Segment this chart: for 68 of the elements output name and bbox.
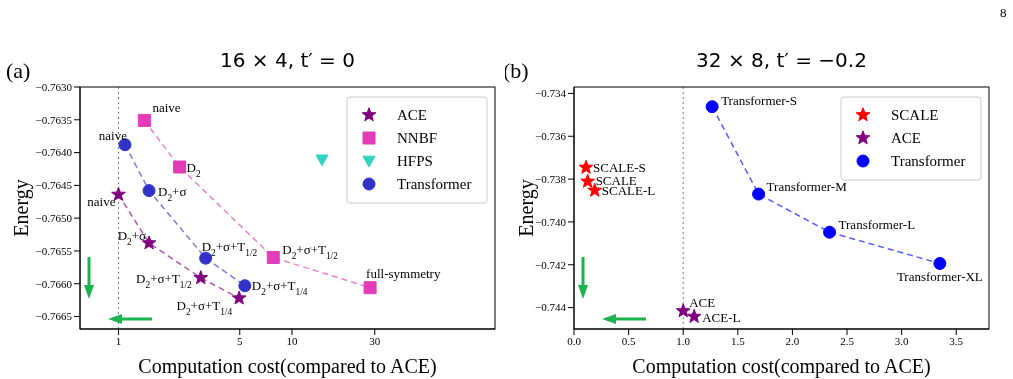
- annotation: naive: [152, 100, 181, 116]
- x-tick-label: 5: [237, 334, 243, 347]
- x-tick-label: 1.0: [676, 334, 691, 347]
- y-tick-label: −0.7650: [35, 212, 73, 225]
- point: [823, 225, 837, 239]
- annotation: SCALE-S: [593, 159, 646, 175]
- x-axis-title: Computation cost(compared to ACE): [138, 355, 437, 378]
- annotation: naive: [87, 193, 116, 209]
- annotation: Transformer-S: [721, 92, 797, 108]
- annotation: D$_{2}$+σ+T$_{1/2}$: [201, 239, 258, 259]
- x-tick-label: 2.5: [840, 334, 855, 347]
- y-tick-label: −0.7630: [35, 80, 73, 93]
- point: [705, 100, 719, 114]
- chart-title: 32 × 8, t′ = −0.2: [696, 48, 867, 72]
- text: (a): [6, 58, 31, 83]
- x-tick-label: 30: [369, 334, 381, 347]
- y-tick-label: −0.742: [535, 258, 566, 271]
- annotation: ACE-L: [702, 309, 741, 325]
- x-tick-label: 2.0: [785, 334, 800, 347]
- x-axis-title: Computation cost(compared to ACE): [632, 355, 931, 378]
- y-tick-label: −0.744: [535, 301, 567, 314]
- annotation: Transformer-L: [838, 217, 916, 233]
- annotation: Transformer-M: [766, 179, 848, 195]
- x-tick-label: 1: [115, 334, 122, 347]
- x-tick-label: 0.0: [567, 334, 582, 347]
- legend-label: SCALE: [891, 107, 939, 123]
- x-tick-label: 1.5: [730, 334, 746, 347]
- annotation: D$_{2}$: [186, 160, 201, 180]
- y-tick-label: −0.740: [535, 215, 567, 228]
- point: [933, 256, 947, 270]
- y-tick-label: −0.736: [535, 130, 567, 143]
- annotation: Transformer-XL: [896, 269, 983, 285]
- annotation: D$_{2}$+σ+T$_{1/2}$: [282, 241, 339, 261]
- legend-label: HFPS: [397, 153, 433, 169]
- y-axis-title: Energy: [10, 179, 33, 237]
- annotation: D$_{2}$+σ+T$_{1/4}$: [176, 298, 233, 318]
- annotation: D$_{2}$+σ: [158, 183, 187, 203]
- text: 8: [1000, 5, 1007, 20]
- y-tick-label: −0.7660: [35, 277, 73, 290]
- y-tick-label: −0.7635: [35, 113, 73, 126]
- y-tick-label: −0.7665: [35, 310, 73, 323]
- x-tick-label: 3.0: [894, 334, 910, 347]
- x-tick-label: 10: [286, 334, 298, 347]
- legend-label: Transformer: [891, 153, 966, 169]
- legend-label: ACE: [397, 107, 427, 123]
- x-tick-label: 0.5: [621, 334, 636, 347]
- point: [686, 308, 702, 323]
- y-axis-title: Energy: [515, 179, 538, 237]
- annotation: D$_{2}$+σ+T$_{1/2}$: [136, 270, 193, 290]
- annotation: D$_{2}$+σ: [117, 228, 147, 248]
- y-tick-label: −0.734: [535, 87, 567, 100]
- point: [752, 187, 766, 201]
- point: [580, 173, 595, 188]
- y-tick-label: −0.7655: [35, 244, 73, 257]
- annotation: ACE: [689, 295, 716, 311]
- x-tick-label: 3.5: [949, 334, 964, 347]
- point: [675, 303, 691, 318]
- y-tick-label: −0.7640: [35, 146, 73, 159]
- annotation: full-symmetry: [366, 265, 441, 281]
- annotation: D$_{2}$+σ+T$_{1/4}$: [251, 277, 308, 297]
- point: [578, 159, 594, 174]
- y-tick-label: −0.7645: [35, 179, 73, 192]
- legend-label: ACE: [891, 130, 921, 146]
- annotation: naive: [98, 127, 128, 143]
- legend-label: Transformer: [397, 176, 472, 192]
- chart-title: 16 × 4, t′ = 0: [220, 48, 355, 72]
- y-tick-label: −0.738: [535, 172, 567, 185]
- legend-label: NNBF: [397, 130, 438, 146]
